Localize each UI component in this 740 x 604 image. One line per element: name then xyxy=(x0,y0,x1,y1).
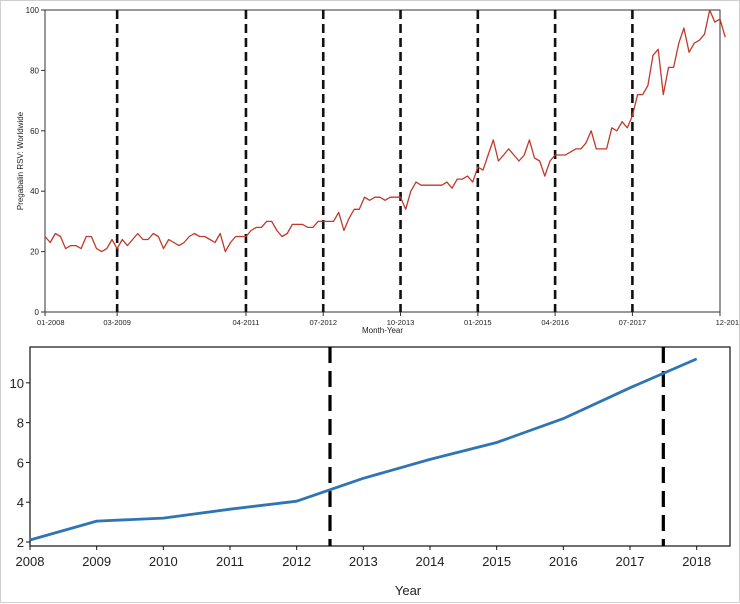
chart-top-rsv: 0 20 40 60 80 100 01-2008 03-2009 04-2011 07-2012… xyxy=(16,6,739,335)
rsv-series-line xyxy=(44,9,726,253)
x-tick-label: 04-2011 xyxy=(232,318,259,327)
y-tick-label: 10 xyxy=(10,376,24,391)
x-tick-label: 10-2013 xyxy=(387,318,415,327)
y-tick-label: 20 xyxy=(30,248,39,257)
x-axis-label: Month-Year xyxy=(362,326,403,335)
x-tick-label: 2018 xyxy=(682,554,711,569)
y-tick-label: 60 xyxy=(30,127,39,136)
y-axis-label: Pregabalin RSV: Worldwide xyxy=(16,111,25,210)
y-tick-label: 100 xyxy=(26,6,40,15)
x-axis-label: Year xyxy=(395,583,422,598)
y-tick-label: 4 xyxy=(17,495,24,510)
x-tick-label: 01-2008 xyxy=(37,318,65,327)
x-tick-label: 01-2015 xyxy=(464,318,492,327)
y-tick-label: 6 xyxy=(17,455,24,470)
x-tick-label: 07-2012 xyxy=(309,318,337,327)
x-tick-label: 04-2016 xyxy=(541,318,569,327)
y-tick-label: 40 xyxy=(30,187,39,196)
x-tick-label: 12-201 xyxy=(716,318,739,327)
y-tick-label: 0 xyxy=(35,308,40,317)
x-tick-label: 2015 xyxy=(482,554,511,569)
y-tick-label: 2 xyxy=(17,535,24,550)
x-tick-label: 2014 xyxy=(416,554,445,569)
x-tick-label: 2011 xyxy=(216,554,244,569)
y-tick-label: 80 xyxy=(30,66,39,75)
y-tick-label: 8 xyxy=(17,416,24,431)
x-tick-label: 2008 xyxy=(16,554,45,569)
chart-bottom-yearly: 2 4 6 8 10 2008 2009 2010 2011 2012 2013 2014 2015 20… xyxy=(10,346,731,598)
x-tick-label: 2013 xyxy=(349,554,378,569)
x-tick-label: 2012 xyxy=(282,554,311,569)
x-tick-label: 2016 xyxy=(549,554,578,569)
x-tick-label: 2010 xyxy=(149,554,178,569)
plot-frame xyxy=(44,9,721,313)
x-tick-label: 07-2017 xyxy=(619,318,647,327)
x-tick-label: 03-2009 xyxy=(103,318,131,327)
plot-frame xyxy=(29,346,731,547)
x-tick-label: 2009 xyxy=(82,554,111,569)
yearly-series-line xyxy=(29,357,698,542)
x-tick-label: 2017 xyxy=(616,554,645,569)
